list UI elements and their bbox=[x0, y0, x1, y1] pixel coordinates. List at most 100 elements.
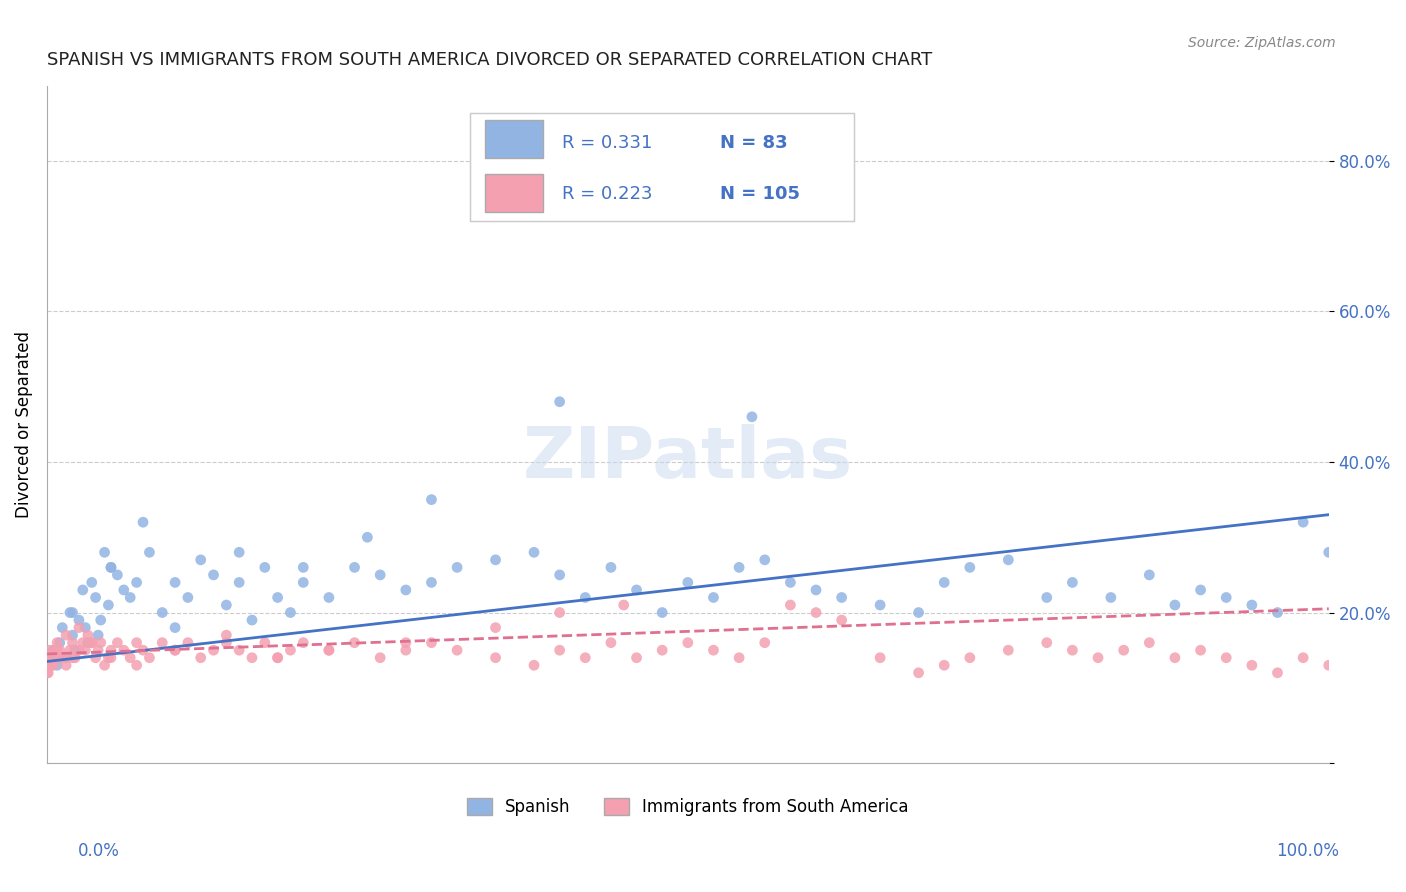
Text: 0.0%: 0.0% bbox=[77, 842, 120, 860]
Point bbox=[266, 591, 288, 605]
Point bbox=[228, 575, 250, 590]
Point bbox=[55, 658, 77, 673]
Point bbox=[1240, 658, 1263, 673]
Point bbox=[120, 591, 142, 605]
Point bbox=[48, 650, 70, 665]
Point bbox=[77, 635, 100, 649]
Point bbox=[93, 545, 115, 559]
Point bbox=[651, 606, 673, 620]
Point bbox=[280, 643, 302, 657]
Point bbox=[87, 628, 110, 642]
Point bbox=[702, 591, 724, 605]
Point bbox=[1164, 598, 1187, 612]
Point bbox=[548, 606, 571, 620]
Point bbox=[779, 575, 801, 590]
Point bbox=[1317, 545, 1340, 559]
Point bbox=[574, 650, 596, 665]
Point bbox=[46, 658, 69, 673]
Point bbox=[150, 606, 173, 620]
Point bbox=[600, 635, 623, 649]
Point bbox=[343, 560, 366, 574]
Point bbox=[165, 643, 187, 657]
Point bbox=[1292, 650, 1315, 665]
Point bbox=[190, 553, 212, 567]
Point bbox=[42, 643, 65, 657]
Point bbox=[202, 568, 225, 582]
Point bbox=[1035, 635, 1057, 649]
Point bbox=[67, 613, 90, 627]
Point bbox=[75, 643, 97, 657]
Point bbox=[80, 635, 103, 649]
Point bbox=[343, 635, 366, 649]
Point bbox=[676, 575, 699, 590]
Point bbox=[754, 553, 776, 567]
Point bbox=[266, 650, 288, 665]
Point bbox=[266, 650, 288, 665]
Point bbox=[1062, 575, 1084, 590]
Point bbox=[80, 575, 103, 590]
Point bbox=[702, 643, 724, 657]
Point bbox=[90, 635, 112, 649]
Point bbox=[484, 650, 506, 665]
Point bbox=[125, 635, 148, 649]
Point bbox=[292, 575, 315, 590]
Point bbox=[240, 650, 263, 665]
Point bbox=[1267, 606, 1289, 620]
Point bbox=[44, 643, 66, 657]
Text: Source: ZipAtlas.com: Source: ZipAtlas.com bbox=[1188, 36, 1336, 50]
Point bbox=[831, 591, 853, 605]
Point bbox=[112, 643, 135, 657]
Point bbox=[420, 492, 443, 507]
Point bbox=[62, 606, 84, 620]
Point bbox=[1164, 650, 1187, 665]
Point bbox=[831, 613, 853, 627]
Point bbox=[280, 606, 302, 620]
Point bbox=[100, 560, 122, 574]
Point bbox=[651, 643, 673, 657]
Point bbox=[48, 643, 70, 657]
Point bbox=[548, 394, 571, 409]
Point bbox=[51, 650, 73, 665]
Point bbox=[46, 635, 69, 649]
Point bbox=[41, 658, 63, 673]
Point bbox=[39, 658, 62, 673]
Point bbox=[613, 598, 636, 612]
Point bbox=[120, 650, 142, 665]
Point bbox=[165, 643, 187, 657]
Point bbox=[804, 582, 827, 597]
Point bbox=[253, 560, 276, 574]
Point bbox=[67, 643, 90, 657]
Point bbox=[100, 650, 122, 665]
Y-axis label: Divorced or Separated: Divorced or Separated bbox=[15, 331, 32, 518]
Point bbox=[1189, 582, 1212, 597]
Point bbox=[600, 560, 623, 574]
Point bbox=[395, 635, 418, 649]
Point bbox=[84, 650, 107, 665]
Point bbox=[1215, 591, 1237, 605]
Point bbox=[728, 650, 751, 665]
Point bbox=[55, 650, 77, 665]
Point bbox=[202, 643, 225, 657]
Point bbox=[1137, 635, 1160, 649]
Point bbox=[38, 643, 60, 657]
Point bbox=[907, 665, 929, 680]
Point bbox=[46, 643, 69, 657]
Point bbox=[105, 568, 128, 582]
Point bbox=[105, 635, 128, 649]
Point bbox=[37, 665, 59, 680]
Point bbox=[318, 643, 340, 657]
Point bbox=[51, 621, 73, 635]
Point bbox=[37, 658, 59, 673]
Point bbox=[574, 591, 596, 605]
Point bbox=[1267, 665, 1289, 680]
Point bbox=[100, 560, 122, 574]
Point bbox=[177, 591, 200, 605]
Point bbox=[87, 643, 110, 657]
Point bbox=[626, 582, 648, 597]
Point bbox=[132, 515, 155, 529]
Point bbox=[626, 650, 648, 665]
Point bbox=[446, 643, 468, 657]
Point bbox=[59, 643, 82, 657]
Point bbox=[997, 553, 1019, 567]
Point bbox=[190, 650, 212, 665]
